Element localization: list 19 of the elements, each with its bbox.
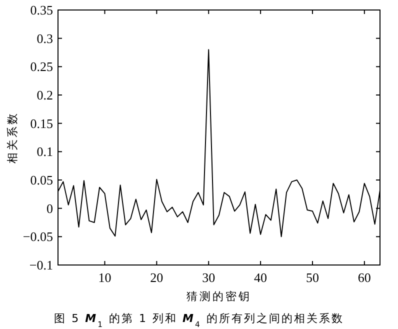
y-tick-label: −0.1	[29, 258, 53, 272]
x-tick-label: 50	[306, 270, 319, 285]
text: 图 5 M$_{1}$ 的第 1 列和 M$_{4}$ 的所有列之间的相关系数	[54, 312, 344, 328]
y-tick-label: 0.35	[30, 2, 53, 18]
x-tick-label: 30	[202, 270, 216, 285]
x-tick-label: 40	[254, 270, 268, 285]
y-tick-label: 0.05	[30, 172, 53, 188]
y-tick-label: 0.25	[30, 59, 53, 74]
y-tick-label: 0.1	[36, 144, 53, 160]
y-tick-label: 0.15	[30, 116, 53, 131]
y-tick-label: −0.05	[22, 229, 53, 244]
x-tick-label: 60	[358, 270, 371, 285]
y-tick-label: 0	[46, 200, 53, 216]
y-tick-label: 0.3	[36, 30, 53, 46]
x-axis-title: 猜测的密钥	[186, 290, 252, 303]
y-tick-label: 0.2	[36, 88, 53, 102]
y-axis-title: 相关系数	[6, 112, 19, 164]
x-tick-label: 20	[150, 270, 164, 285]
x-tick-label: 10	[98, 270, 112, 285]
